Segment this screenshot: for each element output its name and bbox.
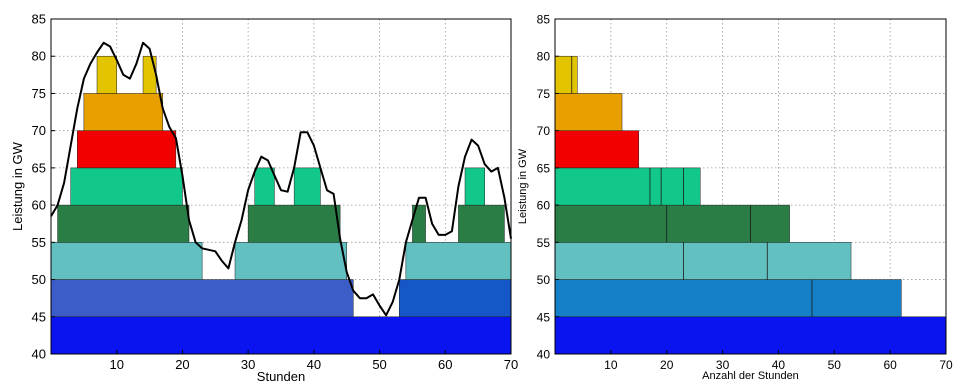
duration-bar: [554, 279, 902, 318]
power-band-bar: [83, 93, 163, 131]
power-band-bar: [293, 167, 321, 206]
x-tick-label: 60: [883, 358, 897, 372]
power-band-bar: [412, 204, 426, 243]
power-band-bar: [96, 55, 117, 94]
y-tick-label: 45: [537, 310, 551, 324]
duration-bar: [554, 55, 578, 94]
power-band-bar: [458, 204, 505, 243]
left-load-profile-panel: 40 45 50 55 60 65 70 75 80 85 10 20 30 40 50 60 70 Stunde…: [10, 12, 518, 385]
power-band-bar: [142, 55, 157, 94]
power-band-bar: [77, 130, 177, 169]
x-tick-label: 70: [504, 357, 518, 372]
x-axis-label: Anzahl der Stunden: [702, 370, 799, 382]
right-load-duration-panel: 40 45 50 55 60 65 70 75 80 85 10 20 30 40 50 60 70 Anzahl…: [517, 13, 953, 383]
x-tick-label: 50: [828, 358, 842, 372]
duration-bar: [554, 167, 701, 206]
x-tick-label: 30: [241, 357, 255, 372]
power-band-bar: [50, 242, 203, 280]
power-band-bar: [50, 316, 512, 355]
power-band-bar: [405, 242, 512, 280]
duration-bar: [554, 316, 947, 355]
x-tick-label: 50: [372, 357, 386, 372]
x-tick-label: 30: [716, 358, 730, 372]
power-band-bar: [247, 204, 341, 243]
power-band-bar: [399, 279, 512, 318]
y-axis-label: Leistung in GW: [10, 141, 25, 231]
x-axis-label: Stunden: [257, 369, 305, 382]
x-tick-label: 10: [604, 358, 618, 372]
x-tick-label: 20: [175, 357, 189, 372]
y-tick-label: 55: [32, 235, 46, 250]
y-tick-label: 50: [537, 273, 551, 287]
power-band-bar: [464, 167, 485, 206]
y-tick-label: 80: [537, 50, 551, 64]
x-tick-label: 70: [939, 358, 953, 372]
y-tick-label: 75: [537, 87, 551, 101]
power-band-bar: [234, 242, 347, 280]
x-tick-label: 40: [307, 357, 321, 372]
y-tick-label: 45: [32, 309, 46, 324]
x-tick-label: 20: [660, 358, 674, 372]
duration-bar: [554, 130, 640, 169]
power-bands: [50, 55, 512, 355]
y-tick-label: 65: [537, 161, 551, 175]
y-axis-label: Leistung in GW: [517, 148, 529, 224]
power-band-bar: [57, 204, 190, 243]
y-tick-label: 80: [32, 49, 46, 64]
y-tick-label: 85: [537, 13, 551, 27]
power-band-bar: [70, 167, 183, 206]
duration-bar: [554, 93, 623, 131]
y-tick-label: 40: [32, 347, 46, 362]
plot-frame: [50, 18, 512, 355]
load-curve-line: [50, 41, 512, 317]
y-tick-label: 50: [32, 272, 46, 287]
duration-bar: [554, 242, 852, 280]
y-tick-label: 85: [32, 12, 46, 27]
duration-bar: [554, 204, 790, 243]
y-tick-label: 40: [537, 348, 551, 362]
y-tick-label: 75: [32, 86, 46, 101]
y-tick-label: 65: [32, 160, 46, 175]
y-tick-label: 70: [32, 123, 46, 138]
y-tick-label: 70: [537, 124, 551, 138]
power-band-bar: [50, 279, 354, 318]
y-tick-label: 60: [537, 199, 551, 213]
x-tick-label: 10: [109, 357, 123, 372]
plot-frame: [554, 18, 947, 355]
power-band-bar: [254, 167, 275, 206]
x-tick-label: 40: [772, 358, 786, 372]
y-tick-label: 60: [32, 198, 46, 213]
x-tick-label: 60: [438, 357, 452, 372]
y-tick-label: 55: [537, 236, 551, 250]
duration-bars: [554, 55, 947, 355]
